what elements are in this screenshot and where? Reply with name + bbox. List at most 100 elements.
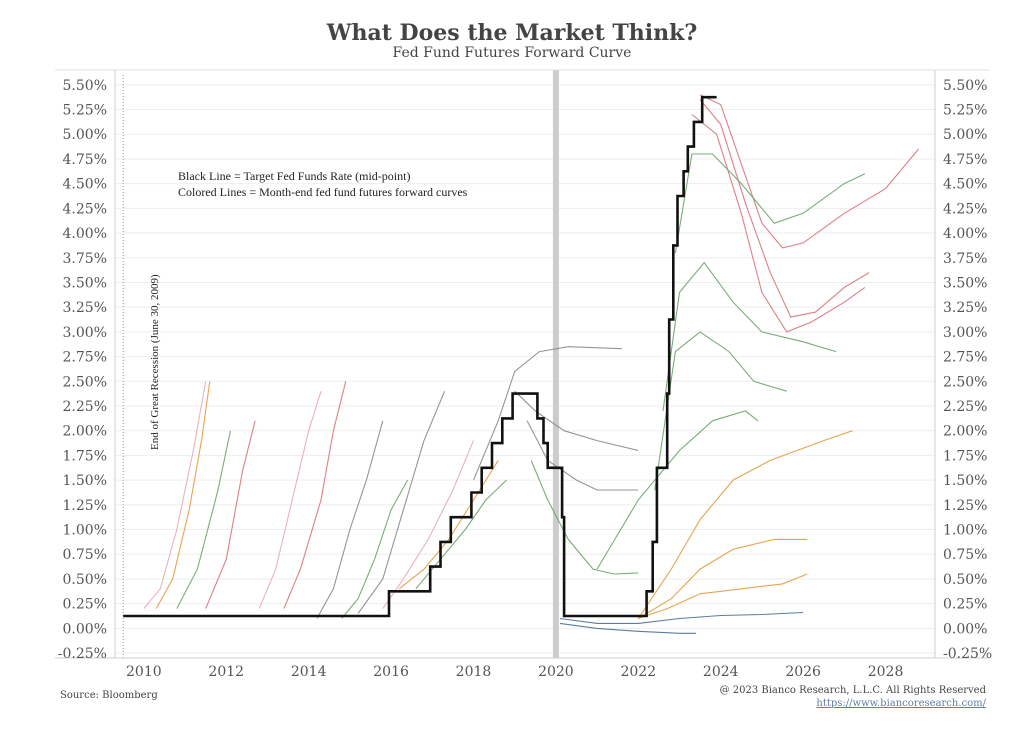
y-tick-label-right: 1.25% <box>943 498 987 514</box>
forward-curve-line <box>638 573 808 620</box>
y-tick-label-left: 1.00% <box>63 523 107 539</box>
y-tick-label-right: 2.00% <box>943 424 987 440</box>
chart-subtitle: Fed Fund Futures Forward Curve <box>392 45 632 61</box>
y-tick-label-left: 5.50% <box>63 78 107 94</box>
y-tick-label-left: 1.50% <box>63 473 107 489</box>
y-tick-label-right: 2.75% <box>943 350 987 366</box>
y-tick-label-left: 0.75% <box>63 547 107 563</box>
y-tick-label-left: 3.00% <box>63 325 107 341</box>
y-tick-label-left: 0.50% <box>63 572 107 588</box>
legend-note-black-line: Black Line = Target Fed Funds Rate (mid-… <box>178 169 410 183</box>
y-tick-label-left: 3.50% <box>63 275 107 291</box>
chart-title: What Does the Market Think? <box>326 20 698 46</box>
y-tick-label-right: 0.75% <box>943 547 987 563</box>
forward-curve-line <box>638 538 808 619</box>
x-tick-label: 2026 <box>785 664 821 680</box>
y-tick-label-right: 1.50% <box>943 473 987 489</box>
x-tick-label: 2028 <box>868 664 904 680</box>
x-tick-label: 2010 <box>126 664 162 680</box>
x-tick-label: 2016 <box>373 664 409 680</box>
forward-curve-line <box>205 420 256 609</box>
y-tick-label-right: 0.00% <box>943 621 987 637</box>
y-tick-label-left: 2.00% <box>63 424 107 440</box>
y-tick-label-left: 3.75% <box>63 251 107 267</box>
source-note: Source: Bloomberg <box>60 690 158 701</box>
forward-curve-line <box>514 390 639 452</box>
y-tick-label-left: 4.50% <box>63 177 107 193</box>
forward-curve-line <box>155 381 211 609</box>
y-tick-label-right: 0.50% <box>943 572 987 588</box>
y-tick-label-right: 3.00% <box>943 325 987 341</box>
vertical-markers <box>122 70 559 658</box>
x-tick-label: 2022 <box>620 664 656 680</box>
forward-curve-line <box>699 94 919 249</box>
forward-curve-line <box>662 261 837 411</box>
y-tick-label-right: 4.00% <box>943 226 987 242</box>
y-tick-label-right: 5.25% <box>943 103 987 119</box>
y-tick-label-right: 1.75% <box>943 448 987 464</box>
y-tick-label-right: 3.75% <box>943 251 987 267</box>
forward-curve-line <box>316 420 384 619</box>
forward-curve-line <box>596 410 759 570</box>
forward-curve-line <box>143 381 207 609</box>
x-tick-label: 2012 <box>208 664 244 680</box>
y-tick-label-right: 4.25% <box>943 201 987 217</box>
y-tick-label-right: 2.25% <box>943 399 987 415</box>
y-tick-label-left: 2.75% <box>63 350 107 366</box>
y-tick-label-left: 0.25% <box>63 597 107 613</box>
forward-curve-line <box>526 420 639 491</box>
legend-note-colored-lines: Colored Lines = Month-end fed fund futur… <box>178 185 468 199</box>
forward-curve-line <box>176 430 231 609</box>
y-tick-label-right: 4.50% <box>943 177 987 193</box>
y-tick-label-right: 5.00% <box>943 127 987 143</box>
forward-curve-line <box>258 391 322 609</box>
forward-curve-line <box>341 479 409 619</box>
forward-curve-line <box>415 479 507 590</box>
forward-curve-line <box>654 331 787 491</box>
y-tick-label-left: 0.00% <box>63 621 107 637</box>
y-tick-label-left: 3.25% <box>63 300 107 316</box>
x-tick-label: 2014 <box>291 664 327 680</box>
y-tick-label-left: 5.25% <box>63 103 107 119</box>
y-tick-label-right: 1.00% <box>943 523 987 539</box>
forward-curve-line <box>472 346 622 481</box>
forward-curve-line <box>382 440 475 609</box>
y-tick-label-left: 5.00% <box>63 127 107 143</box>
copyright-note: @ 2023 Bianco Research, L.L.C. All Right… <box>719 685 986 696</box>
forward-curve-line <box>559 611 804 624</box>
y-tick-label-right: 0.25% <box>943 597 987 613</box>
target-rate-line <box>123 95 717 618</box>
forward-curve-line <box>699 99 870 318</box>
x-tick-label: 2024 <box>703 664 739 680</box>
forward-curve-line <box>674 153 866 253</box>
y-tick-label-left: 2.25% <box>63 399 107 415</box>
forward-curve-line <box>691 114 866 333</box>
website-link[interactable]: https://www.biancoresearch.com/ <box>816 698 986 709</box>
y-tick-label-left: 1.25% <box>63 498 107 514</box>
y-tick-label-left: 4.25% <box>63 201 107 217</box>
y-tick-label-left: -0.25% <box>58 646 107 662</box>
covid-marker-band <box>552 70 559 658</box>
y-tick-label-left: 4.00% <box>63 226 107 242</box>
y-tick-label-right: 2.50% <box>943 374 987 390</box>
y-tick-label-right: 5.50% <box>943 78 987 94</box>
target-rate-path <box>123 95 717 618</box>
forward-curve-line <box>283 381 347 609</box>
forward-curve-line <box>530 460 639 575</box>
forward-curve-line <box>559 622 696 634</box>
x-tick-label: 2020 <box>538 664 574 680</box>
y-tick-label-right: -0.25% <box>943 646 992 662</box>
y-tick-label-left: 2.50% <box>63 374 107 390</box>
forward-curves <box>143 94 919 634</box>
y-tick-label-left: 4.75% <box>63 152 107 168</box>
forward-curve-line <box>637 430 853 619</box>
axes: -0.25% -0.25% 0.00% 0.00% 0.25% 0.25% 0.50% 0.5… <box>55 69 992 680</box>
recession-marker-label: End of Great Recession (June 30, 2009) <box>149 274 161 450</box>
grid <box>115 84 935 654</box>
forward-curve-line <box>357 390 446 614</box>
y-tick-label-right: 4.75% <box>943 152 987 168</box>
x-tick-label: 2018 <box>456 664 492 680</box>
y-tick-label-right: 3.25% <box>943 300 987 316</box>
y-tick-label-left: 1.75% <box>63 448 107 464</box>
